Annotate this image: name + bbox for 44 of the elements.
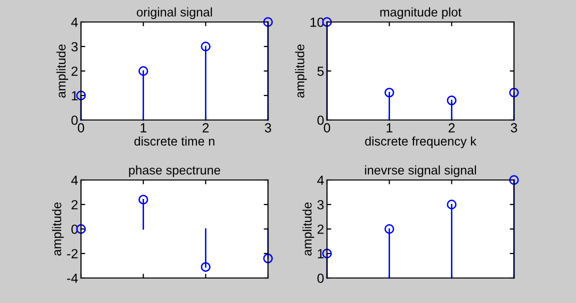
point (509, 175, 519, 185)
y-tick-label: 2 (72, 200, 78, 210)
chart-title: magnitude plot (380, 7, 462, 20)
y-tick-label: 4 (71, 176, 78, 185)
point (384, 88, 394, 98)
y-tick-label: 2 (318, 224, 324, 234)
y-axis-title: amplitude (56, 44, 68, 98)
x-tick-label: 0 (324, 123, 330, 132)
point (509, 88, 519, 98)
y-tick-label: -2 (67, 249, 78, 258)
x-tick-label: 1 (140, 123, 146, 132)
y-axis-title: amplitude (295, 44, 307, 98)
point (200, 42, 211, 52)
x-tick-label: 2 (448, 123, 455, 132)
point (263, 17, 273, 27)
y-tick-label: 3 (317, 200, 324, 210)
y-tick-label: 4 (71, 18, 78, 27)
y-tick-label: 0 (317, 274, 324, 283)
y-tick-label: -4 (67, 274, 78, 283)
y-tick-label: 5 (317, 66, 324, 76)
point (446, 96, 457, 106)
y-tick-label: 3 (71, 42, 78, 52)
x-tick-label: 3 (510, 123, 518, 132)
chart-title: original signal (136, 7, 212, 20)
point (138, 194, 148, 204)
chart-title: inevrse signal signal (365, 165, 476, 178)
x-tick-label: 2 (202, 123, 209, 132)
y-tick-label: 0 (317, 116, 324, 125)
x-tick-label: 3 (264, 123, 272, 132)
x-tick-label: 0 (78, 123, 84, 132)
x-axis-title: discrete frequency k (365, 136, 476, 148)
x-tick-label: 1 (386, 123, 392, 132)
chart-title: phase spectrune (129, 165, 220, 178)
point (384, 224, 394, 234)
y-axis-title: amplitude (52, 202, 64, 256)
x-axis-title: discrete time n (134, 136, 214, 146)
y-tick-label: 0 (71, 116, 78, 125)
y-axis-title: amplitude (302, 202, 314, 256)
y-tick-label: 2 (72, 66, 78, 76)
point (138, 66, 148, 76)
point (200, 262, 211, 272)
y-tick-label: 4 (317, 176, 324, 185)
point (263, 254, 273, 264)
point (446, 200, 457, 210)
